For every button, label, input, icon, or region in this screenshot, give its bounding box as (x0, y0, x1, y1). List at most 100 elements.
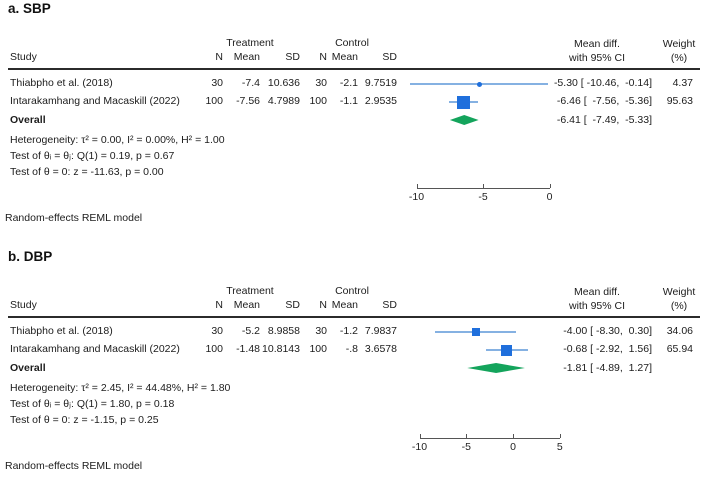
weight-header: Weight (%) (644, 37, 709, 65)
mean-diff-ci-value: -6.46 [ -7.56, -5.36] (556, 95, 652, 107)
group-header-row: Treatment Control (0, 285, 709, 298)
column-header-row: Study N Mean SD N Mean SD (0, 299, 709, 312)
mean-diff-header-line2: with 95% CI (568, 52, 626, 64)
treatment-group-header: Treatment (226, 285, 274, 297)
study-column-header: Study (10, 299, 37, 311)
weight-value: 95.63 (666, 95, 693, 107)
weight-header: Weight (%) (644, 285, 709, 313)
treatment-mean-header: Mean (233, 51, 260, 63)
overall-ci-value: -1.81 [ -4.89, 1.27] (563, 362, 652, 374)
x-axis-tick-label: 5 (556, 441, 563, 453)
weight-value: 4.37 (672, 77, 693, 89)
column-header-row: Study N Mean SD N Mean SD (0, 51, 709, 64)
mean-diff-ci-value: -0.68 [ -2.92, 1.56] (563, 343, 652, 355)
x-axis-tick-label: 0 (510, 441, 516, 453)
treatment-sd-value: 10.8143 (262, 343, 300, 355)
study-row: Thiabpho et al. (2018) 30 -5.2 8.9858 30… (0, 325, 709, 338)
overall-ci-value: -6.41 [ -7.49, -5.33] (556, 114, 652, 126)
x-axis-tick (416, 184, 418, 188)
treatment-sd-value: 10.636 (267, 77, 300, 89)
weight-value: 34.06 (666, 325, 693, 337)
treatment-n-header: N (215, 51, 223, 63)
treatment-mean-value: -7.4 (241, 77, 260, 89)
treatment-sd-header: SD (285, 51, 300, 63)
x-axis-tick-label: -5 (461, 441, 471, 453)
mean-diff-header-line1: Mean diff. (574, 38, 620, 50)
control-group-header: Control (335, 37, 369, 49)
control-sd-value: 3.6578 (364, 343, 397, 355)
overall-label: Overall (10, 362, 46, 374)
study-label: Intarakamhang and Macaskill (2022) (10, 95, 180, 107)
overall-row: Overall -6.41 [ -7.49, -5.33] (0, 114, 709, 127)
control-n-header: N (319, 299, 327, 311)
x-axis-tick (513, 434, 515, 438)
overall-label: Overall (10, 114, 46, 126)
x-axis-tick (549, 184, 551, 188)
control-n-header: N (319, 51, 327, 63)
control-sd-header: SD (382, 51, 397, 63)
control-mean-value: -2.1 (339, 77, 358, 89)
homogeneity-test-stats: Test of θᵢ = θⱼ: Q(1) = 0.19, p = 0.67 (10, 150, 175, 162)
x-axis-tick-label: -10 (411, 441, 428, 453)
heterogeneity-stats: Heterogeneity: τ² = 2.45, I² = 44.48%, H… (10, 382, 231, 394)
treatment-mean-value: -7.56 (236, 95, 260, 107)
study-label: Intarakamhang and Macaskill (2022) (10, 343, 180, 355)
control-mean-value: -1.2 (339, 325, 358, 337)
zero-effect-test-stats: Test of θ = 0: z = -1.15, p = 0.25 (10, 414, 159, 426)
treatment-sd-value: 4.7989 (267, 95, 300, 107)
x-axis-tick-label: 0 (546, 191, 553, 203)
overall-row: Overall -1.81 [ -4.89, 1.27] (0, 362, 709, 375)
control-sd-value: 7.9837 (364, 325, 397, 337)
weight-header-line1: Weight (662, 286, 696, 298)
control-mean-value: -1.1 (339, 95, 358, 107)
study-row: Intarakamhang and Macaskill (2022) 100 -… (0, 95, 709, 108)
treatment-mean-header: Mean (233, 299, 260, 311)
treatment-sd-header: SD (285, 299, 300, 311)
weight-header-line1: Weight (662, 38, 696, 50)
control-sd-value: 9.7519 (364, 77, 397, 89)
control-n-value: 30 (315, 325, 327, 337)
x-axis-line (419, 438, 560, 440)
treatment-mean-value: -5.2 (241, 325, 260, 337)
x-axis-tick (419, 434, 421, 438)
weight-header-line2: (%) (670, 52, 688, 64)
control-sd-header: SD (382, 299, 397, 311)
x-axis-tick (483, 184, 485, 188)
panel-dbp: b. DBP Treatment Control Mean diff. with… (0, 248, 709, 479)
x-axis-tick-label: -5 (478, 191, 488, 203)
mean-diff-ci-value: -5.30 [ -10.46, -0.14] (553, 77, 652, 89)
mean-diff-header: Mean diff. with 95% CI (542, 285, 652, 313)
model-footnote: Random-effects REML model (5, 212, 143, 224)
study-row: Intarakamhang and Macaskill (2022) 100 -… (0, 343, 709, 356)
study-column-header: Study (10, 51, 37, 63)
zero-effect-test-stats: Test of θ = 0: z = -11.63, p = 0.00 (10, 166, 164, 178)
treatment-n-value: 100 (205, 343, 223, 355)
treatment-n-value: 30 (211, 77, 223, 89)
homogeneity-test-stats: Test of θᵢ = θⱼ: Q(1) = 1.80, p = 0.18 (10, 398, 175, 410)
heterogeneity-stats: Heterogeneity: τ² = 0.00, I² = 0.00%, H²… (10, 134, 225, 146)
panel-sbp: a. SBP Treatment Control Mean diff. with… (0, 1, 709, 224)
panel-title-sbp: a. SBP (8, 1, 51, 16)
header-rule (8, 68, 700, 70)
treatment-n-header: N (215, 299, 223, 311)
treatment-group-header: Treatment (226, 37, 274, 49)
control-mean-header: Mean (331, 299, 358, 311)
group-header-row: Treatment Control (0, 37, 709, 50)
treatment-n-value: 30 (211, 325, 223, 337)
mean-diff-ci-value: -4.00 [ -8.30, 0.30] (563, 325, 652, 337)
study-row: Thiabpho et al. (2018) 30 -7.4 10.636 30… (0, 77, 709, 90)
header-rule (8, 316, 700, 318)
study-label: Thiabpho et al. (2018) (10, 77, 113, 89)
control-sd-value: 2.9535 (364, 95, 397, 107)
mean-diff-header-line2: with 95% CI (568, 300, 626, 312)
weight-header-line2: (%) (670, 300, 688, 312)
mean-diff-header-line1: Mean diff. (574, 286, 620, 298)
control-mean-header: Mean (331, 51, 358, 63)
control-n-value: 100 (309, 95, 327, 107)
x-axis-tick-label: -10 (408, 191, 425, 203)
weight-value: 65.94 (666, 343, 693, 355)
treatment-mean-value: -1.48 (236, 343, 260, 355)
x-axis-tick (559, 434, 561, 438)
study-label: Thiabpho et al. (2018) (10, 325, 113, 337)
